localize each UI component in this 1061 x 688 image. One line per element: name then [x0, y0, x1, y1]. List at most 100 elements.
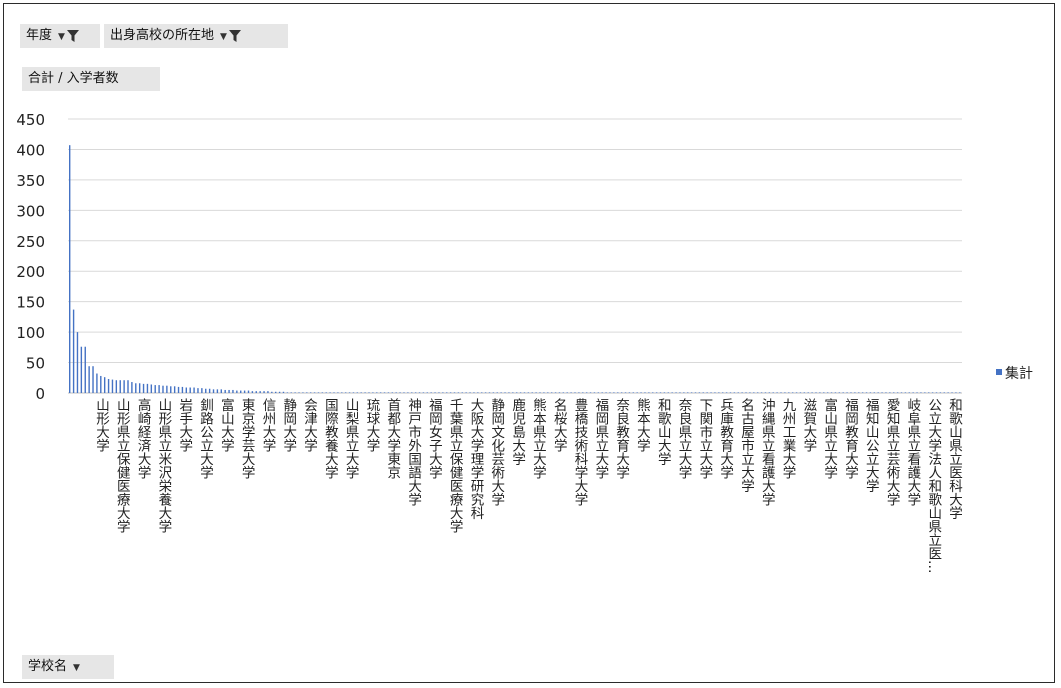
bar[interactable] [496, 392, 498, 393]
bar[interactable] [846, 392, 848, 393]
bar[interactable] [146, 383, 149, 393]
bar[interactable] [426, 392, 428, 393]
bar[interactable] [96, 373, 98, 393]
bar[interactable] [566, 392, 568, 393]
bar[interactable] [348, 392, 351, 393]
bar[interactable] [539, 392, 541, 393]
bar[interactable] [687, 392, 689, 393]
bar[interactable] [916, 392, 918, 393]
bar[interactable] [904, 392, 907, 393]
bar[interactable] [939, 392, 942, 393]
bar[interactable] [263, 391, 265, 393]
bar[interactable] [282, 391, 285, 393]
bar[interactable] [449, 392, 452, 393]
bar[interactable] [403, 392, 405, 393]
bar[interactable] [547, 392, 549, 393]
bar[interactable] [344, 392, 347, 393]
bar[interactable] [912, 392, 914, 393]
bar[interactable] [943, 392, 945, 393]
bar[interactable] [570, 392, 572, 393]
bar[interactable] [278, 391, 281, 393]
bar[interactable] [881, 392, 883, 393]
bar[interactable] [745, 392, 747, 393]
bar[interactable] [201, 388, 203, 393]
bar[interactable] [376, 392, 378, 393]
bar[interactable] [815, 392, 817, 393]
bar[interactable] [928, 392, 930, 393]
bar-series[interactable] [69, 145, 961, 393]
bar[interactable] [224, 389, 226, 393]
bar[interactable] [473, 392, 475, 393]
bar[interactable] [764, 392, 767, 393]
bar[interactable] [158, 385, 160, 393]
bar[interactable] [379, 392, 382, 393]
bar[interactable] [842, 392, 844, 393]
bar[interactable] [251, 391, 254, 393]
bar[interactable] [205, 388, 207, 393]
bar[interactable] [430, 392, 432, 393]
bar[interactable] [644, 392, 646, 393]
bar[interactable] [741, 392, 743, 393]
bar[interactable] [861, 392, 864, 393]
bar[interactable] [819, 392, 821, 393]
bar[interactable] [725, 392, 728, 393]
bar[interactable] [512, 392, 514, 393]
bar[interactable] [500, 392, 502, 393]
bar[interactable] [760, 392, 763, 393]
bar[interactable] [228, 389, 230, 393]
bar[interactable] [834, 392, 837, 393]
bar[interactable] [290, 392, 292, 393]
bar[interactable] [951, 392, 953, 393]
bar[interactable] [558, 392, 561, 393]
bar[interactable] [698, 392, 701, 393]
bar[interactable] [240, 390, 242, 393]
bar[interactable] [636, 392, 638, 393]
bar[interactable] [442, 392, 444, 393]
bar[interactable] [655, 392, 658, 393]
bar[interactable] [605, 392, 607, 393]
bar[interactable] [481, 392, 483, 393]
bar[interactable] [243, 390, 246, 393]
bar[interactable] [100, 375, 102, 393]
bar[interactable] [127, 380, 129, 393]
bar[interactable] [582, 392, 584, 393]
bar[interactable] [803, 392, 806, 393]
bar[interactable] [488, 392, 491, 393]
bar[interactable] [620, 392, 623, 393]
bar[interactable] [947, 392, 949, 393]
bar[interactable] [690, 392, 693, 393]
bar[interactable] [811, 392, 813, 393]
bar[interactable] [154, 385, 156, 393]
bar[interactable] [896, 392, 899, 393]
bar[interactable] [434, 392, 436, 393]
bar[interactable] [111, 379, 114, 393]
bar[interactable] [543, 392, 545, 393]
bar[interactable] [869, 392, 872, 393]
prefecture-filter-button[interactable]: 出身高校の所在地 ▼ [104, 24, 288, 48]
bar[interactable] [337, 392, 339, 393]
bar[interactable] [418, 392, 421, 393]
bar[interactable] [271, 391, 273, 393]
bar[interactable] [504, 392, 506, 393]
bar[interactable] [162, 385, 164, 393]
bar[interactable] [220, 389, 222, 393]
bar[interactable] [780, 392, 782, 393]
bar[interactable] [795, 392, 798, 393]
bar[interactable] [935, 392, 938, 393]
bar[interactable] [255, 391, 257, 393]
bar[interactable] [135, 383, 137, 393]
bar[interactable] [924, 392, 926, 393]
bar[interactable] [170, 386, 172, 393]
bar[interactable] [453, 392, 456, 393]
bar[interactable] [469, 392, 471, 393]
bar[interactable] [395, 392, 397, 393]
bar[interactable] [232, 389, 234, 393]
bar[interactable] [76, 332, 79, 393]
bar[interactable] [72, 309, 75, 393]
bar[interactable] [341, 392, 343, 393]
bar[interactable] [123, 380, 125, 393]
bar[interactable] [737, 392, 739, 393]
bar[interactable] [302, 392, 304, 393]
bar[interactable] [865, 392, 868, 393]
bar[interactable] [585, 392, 588, 393]
